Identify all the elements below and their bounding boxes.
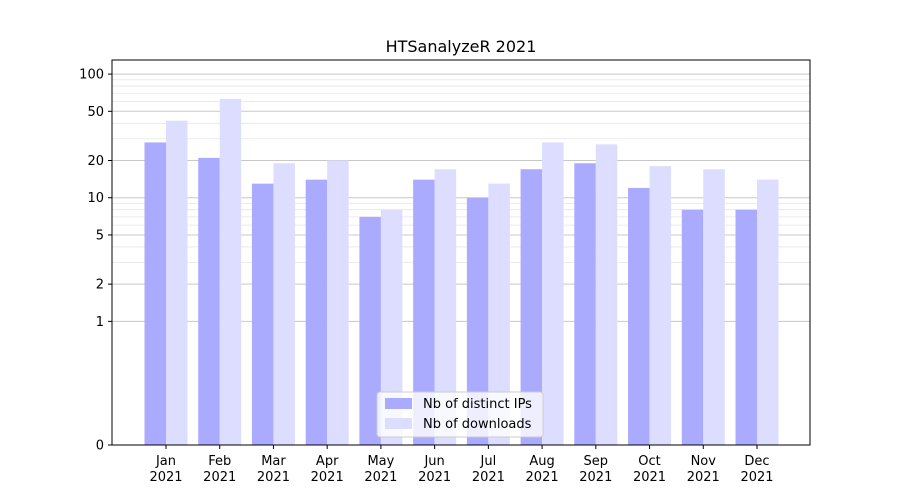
y-tick-label: 100 [79, 68, 104, 83]
bar [198, 157, 220, 446]
x-tick-label: 2021 [311, 470, 344, 485]
y-axis: 0 1 2 5 10 20 50 100 [79, 68, 112, 454]
x-tick-label: 2021 [633, 470, 666, 485]
x-tick-label: 2021 [364, 470, 397, 485]
bar [273, 163, 295, 445]
bar [219, 98, 242, 445]
bar [595, 144, 618, 445]
y-tick-label: 10 [87, 191, 104, 206]
bar [413, 179, 435, 446]
x-tick-label: 2021 [149, 470, 182, 485]
x-tick-label: Nov [691, 454, 717, 469]
bar [251, 183, 274, 445]
bar [628, 187, 650, 445]
x-tick-label: Apr [316, 454, 339, 469]
x-axis: Jan2021Feb2021Mar2021Apr2021May2021Jun20… [149, 445, 774, 485]
bar [466, 197, 489, 445]
legend-swatch [385, 418, 412, 429]
x-tick-label: 2021 [418, 470, 451, 485]
x-tick-label: 2021 [740, 470, 773, 485]
x-tick-label: 2021 [472, 470, 505, 485]
x-tick-label: Feb [208, 454, 231, 469]
y-tick-label: 5 [96, 228, 104, 243]
legend-box [376, 391, 544, 438]
bar [681, 209, 704, 445]
x-tick-label: Sep [584, 454, 609, 469]
bar [359, 216, 381, 445]
y-tick-label: 2 [96, 278, 104, 293]
legend-swatch [385, 398, 412, 409]
x-tick-label: Dec [744, 454, 769, 469]
bar [649, 166, 672, 445]
bar [757, 179, 779, 446]
y-tick-label: 20 [87, 154, 104, 169]
plot-frame [111, 59, 811, 446]
bar [703, 169, 725, 445]
x-tick-label: Jul [480, 454, 497, 469]
x-tick-label: 2021 [257, 470, 290, 485]
bar [735, 209, 757, 445]
y-tick-label: 50 [87, 105, 104, 120]
y-tick-label: 1 [96, 315, 104, 330]
x-tick-label: 2021 [687, 470, 720, 485]
bars [144, 98, 779, 446]
chart-title: HTSanalyzeR 2021 [386, 37, 537, 56]
legend-label: Nb of downloads [423, 417, 532, 432]
bar [520, 169, 543, 445]
bar [305, 179, 328, 446]
x-tick-label: Jun [423, 454, 444, 469]
x-tick-label: Aug [529, 454, 554, 469]
bar [380, 209, 403, 445]
bar [574, 163, 596, 445]
x-tick-label: Jan [155, 454, 176, 469]
bar [327, 160, 349, 445]
y-tick-label: 0 [96, 439, 104, 454]
x-tick-label: Mar [261, 454, 286, 469]
x-tick-label: 2021 [203, 470, 236, 485]
legend-label: Nb of distinct IPs [423, 397, 532, 412]
x-tick-label: 2021 [526, 470, 559, 485]
x-tick-label: May [367, 454, 394, 469]
bar [166, 120, 188, 446]
legend: Nb of distinct IPs Nb of downloads [376, 391, 544, 438]
bar [144, 142, 166, 445]
bar [542, 142, 564, 445]
bar [488, 183, 510, 445]
x-tick-label: 2021 [579, 470, 612, 485]
bar [434, 169, 457, 445]
x-tick-label: Oct [638, 454, 660, 469]
